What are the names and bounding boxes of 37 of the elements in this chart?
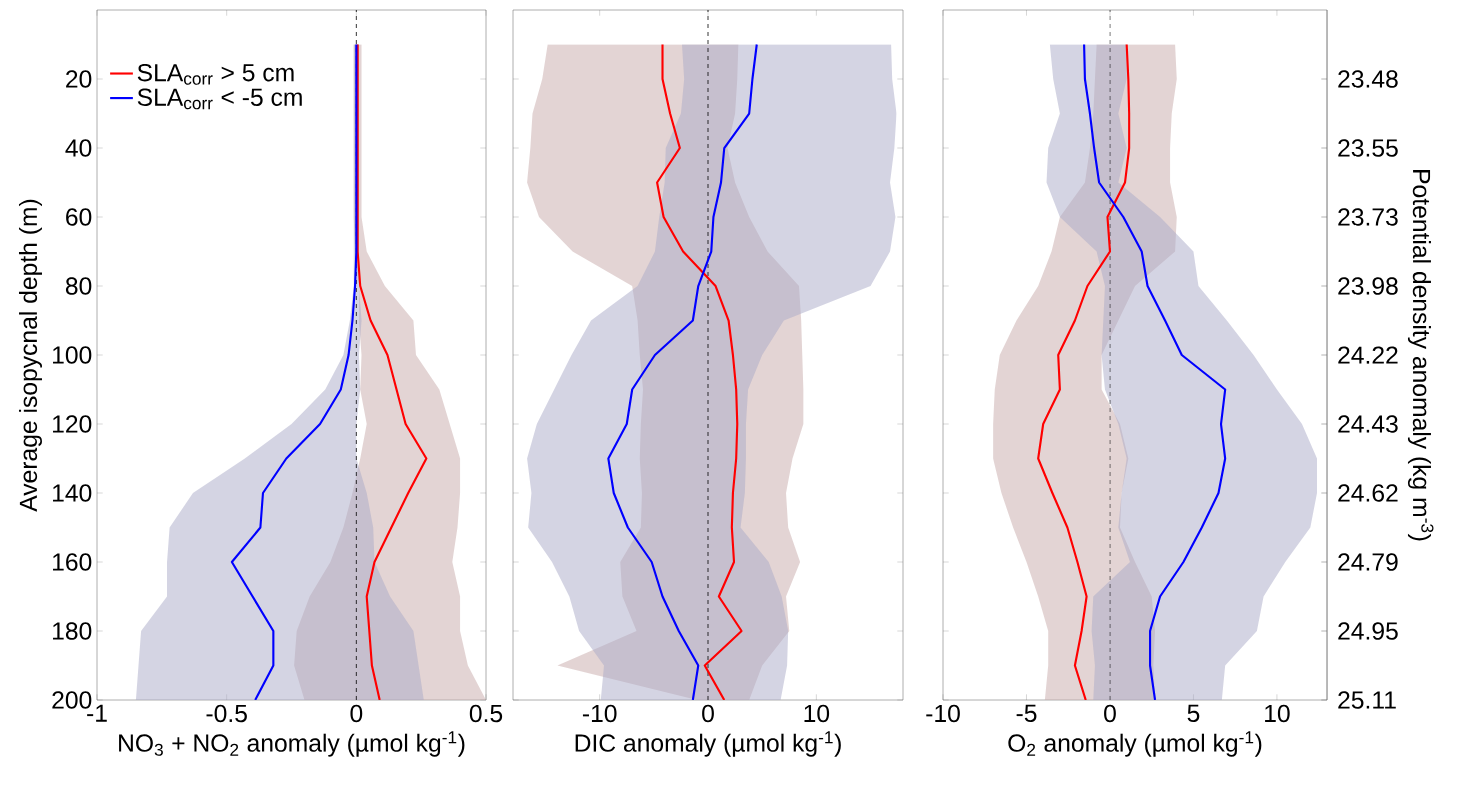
x-axis-title: O$_{2}$ anomaly (µmol kg$^{-1}$) xyxy=(1008,731,1262,757)
y2-axis-title: Potential density anomaly (kg m$^{-3}$) xyxy=(1407,170,1434,541)
y-tick-label: 120 xyxy=(53,415,92,433)
category-label: 24.95 xyxy=(1338,622,1398,640)
y-tick-label: 60 xyxy=(66,208,92,226)
x-tick-label: 5 xyxy=(1187,704,1200,722)
category-label: 24.79 xyxy=(1338,553,1398,571)
x-tick-label: -10 xyxy=(582,704,617,723)
y-tick-label: 40 xyxy=(65,139,92,157)
category-label: 23.55 xyxy=(1338,139,1398,157)
y-tick-label: 20 xyxy=(66,70,92,88)
y-tick-label: 140 xyxy=(53,484,92,502)
x-axis-title: NO$_{3}$ + NO$_{2}$ anomaly (µmol kg$^{-1}$) xyxy=(119,731,465,757)
y-tick-label: 100 xyxy=(53,346,92,364)
x-tick-label: 0.5 xyxy=(469,704,503,723)
category-label: 23.73 xyxy=(1338,208,1398,226)
category-label: 24.43 xyxy=(1338,415,1398,433)
category-label: 23.98 xyxy=(1338,277,1398,295)
category-label: 25.11 xyxy=(1338,691,1396,709)
x-tick-label: 10 xyxy=(804,704,830,723)
x-tick-label: -10 xyxy=(926,704,960,723)
legend-label: SLA$_{corr}$ < -5 cm xyxy=(137,88,302,110)
x-tick-label: 0 xyxy=(350,704,363,723)
y-tick-label: 160 xyxy=(53,553,92,571)
x-tick-label: -5 xyxy=(1016,704,1037,722)
x-tick-label: -0.5 xyxy=(206,704,247,723)
y-axis-title: Average isopycnal depth (m) xyxy=(18,199,42,512)
x-axis-title: DIC anomaly (µmol kg$^{-1}$) xyxy=(575,731,841,757)
y-tick-label: 180 xyxy=(53,622,92,640)
x-tick-label: 0 xyxy=(702,704,714,723)
x-tick-label: 10 xyxy=(1265,704,1290,723)
category-label: 23.48 xyxy=(1338,70,1398,88)
category-label: 24.22 xyxy=(1338,346,1398,364)
x-tick-label: 0 xyxy=(1104,704,1116,723)
category-label: 24.62 xyxy=(1338,484,1398,502)
legend-label: SLA$_{corr}$ > 5 cm xyxy=(137,63,294,85)
y-tick-label: 80 xyxy=(65,277,92,295)
